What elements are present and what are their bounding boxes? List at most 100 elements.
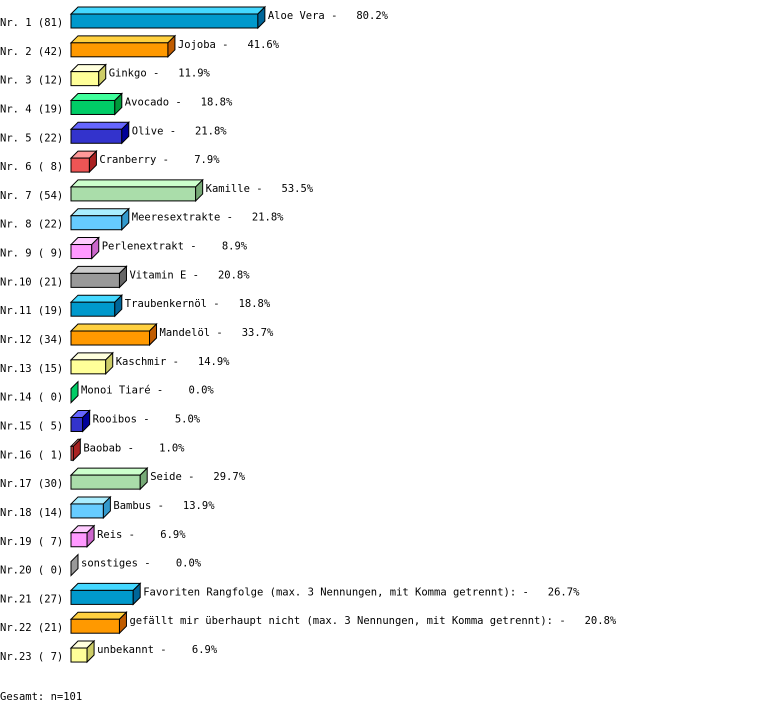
value-label: Ginkgo - 11.9% <box>109 68 211 80</box>
bar-side-face <box>132 582 141 606</box>
bar-side-face <box>167 34 176 59</box>
bar-side-face <box>72 438 81 462</box>
total-count: Gesamt: n=101 <box>0 691 83 703</box>
value-label: Jojoba - 41.6% <box>178 39 280 51</box>
bar-front-face <box>70 99 116 115</box>
rank-label: Nr.11 (19) <box>0 305 63 317</box>
value-label: Kamille - 53.5% <box>206 183 314 195</box>
bar-side-face <box>257 5 266 30</box>
rank-label: Nr. 2 (42) <box>0 46 63 58</box>
value-label: Favoriten Rangfolge (max. 3 Nennungen, m… <box>143 586 580 598</box>
bar-top-face <box>69 467 149 476</box>
value-label: Monoi Tiaré - 0.0% <box>81 385 214 397</box>
value-label: Kaschmir - 14.9% <box>116 356 230 368</box>
bar-front-face <box>70 215 123 231</box>
rank-label: Nr. 1 (81) <box>0 17 63 29</box>
bar-side-face <box>118 265 127 289</box>
value-label: Cranberry - 7.9% <box>99 154 220 166</box>
rank-label: Nr. 9 ( 9) <box>0 248 63 260</box>
bar-top-face <box>69 92 124 101</box>
bar-side-face <box>105 351 114 376</box>
bar-side-face <box>86 524 95 548</box>
value-label: Rooibos - 5.0% <box>93 413 201 425</box>
value-label: Avocado - 18.8% <box>125 96 233 108</box>
value-label: gefällt mir überhaupt nicht (max. 3 Nenn… <box>129 615 616 627</box>
bar-top-face <box>69 294 124 303</box>
bar-top-face <box>69 582 142 591</box>
rank-label: Nr.12 (34) <box>0 334 63 346</box>
value-label: Baobab - 1.0% <box>83 442 185 454</box>
value-label: Vitamin E - 20.8% <box>129 269 250 281</box>
value-label: Seide - 29.7% <box>150 471 246 483</box>
bar-side-face <box>102 495 111 520</box>
value-label: Bambus - 13.9% <box>113 500 215 512</box>
value-label: unbekannt - 6.9% <box>97 644 218 656</box>
rank-label: Nr. 3 (12) <box>0 75 63 87</box>
bar-front-face <box>70 272 120 288</box>
rank-label: Nr.18 (14) <box>0 507 63 519</box>
bar-side-face <box>88 149 97 174</box>
rank-label: Nr.10 (21) <box>0 276 63 288</box>
bar-front-face <box>70 301 116 317</box>
rank-label: Nr.14 ( 0) <box>0 392 63 404</box>
value-label: Olive - 21.8% <box>132 125 228 137</box>
bar-top-face <box>69 208 131 217</box>
bar-top-face <box>69 265 128 274</box>
bar-side-face <box>118 611 127 635</box>
bar-front-face <box>70 647 88 663</box>
value-label: Reis - 6.9% <box>97 529 186 541</box>
bar-top-face <box>69 35 177 44</box>
bar-front-face <box>70 330 151 346</box>
rank-label: Nr.17 (30) <box>0 478 63 490</box>
bar-chart: Nr. 1 (81) Aloe Vera - 80.2% Nr. 2 (42) Joj… <box>0 5 617 664</box>
rank-label: Nr. 5 (22) <box>0 132 63 144</box>
bar-top-face <box>69 179 204 188</box>
rank-label: Nr.16 ( 1) <box>0 449 63 461</box>
value-label: Meeresextrakte - 21.8% <box>132 212 284 224</box>
bar-side-face <box>114 92 123 116</box>
bar-side-face <box>139 466 148 491</box>
bar-side-face <box>149 322 158 347</box>
rank-label: Nr. 8 (22) <box>0 219 63 231</box>
bar-front-face <box>70 532 88 548</box>
rank-label: Nr.23 ( 7) <box>0 651 63 663</box>
bar-front-face <box>70 157 90 173</box>
bar-side-face <box>121 207 130 231</box>
bar-front-face <box>70 503 104 519</box>
bar-front-face <box>70 128 123 144</box>
value-label: Perlenextrakt - 8.9% <box>102 241 248 253</box>
bar-side-face <box>114 293 123 318</box>
bar-front-face <box>70 416 84 432</box>
value-label: Mandelöl - 33.7% <box>160 327 274 339</box>
rank-label: Nr. 7 (54) <box>0 190 63 202</box>
rank-label: Nr.19 ( 7) <box>0 536 63 548</box>
rank-label: Nr. 6 ( 8) <box>0 161 63 173</box>
bar-front-face <box>70 186 197 202</box>
rank-label: Nr. 4 (19) <box>0 103 63 115</box>
bar-top-face <box>69 611 128 620</box>
bar-side-face <box>70 553 79 577</box>
bar-front-face <box>70 42 169 58</box>
bar-front-face <box>70 13 259 29</box>
bar-side-face <box>86 639 95 664</box>
rank-label: Nr.22 (21) <box>0 622 63 634</box>
value-label: Aloe Vera - 80.2% <box>268 10 389 22</box>
bar-front-face <box>70 359 107 375</box>
bar-front-face <box>70 474 141 490</box>
bar-top-face <box>69 323 158 332</box>
bar-side-face <box>98 63 107 87</box>
bar-side-face <box>82 409 91 433</box>
bar-front-face <box>70 589 134 605</box>
bar-side-face <box>121 121 130 145</box>
bar-front-face <box>70 244 93 260</box>
rank-label: Nr.21 (27) <box>0 593 63 605</box>
value-label: sonstiges - 0.0% <box>81 558 202 570</box>
rank-label: Nr.15 ( 5) <box>0 420 63 432</box>
rank-label: Nr.13 (15) <box>0 363 63 375</box>
bar-side-face <box>195 178 204 203</box>
bar-side-face <box>70 380 79 404</box>
bar-top-face <box>69 6 267 15</box>
rank-label: Nr.20 ( 0) <box>0 565 63 577</box>
bar-top-face <box>69 121 131 130</box>
